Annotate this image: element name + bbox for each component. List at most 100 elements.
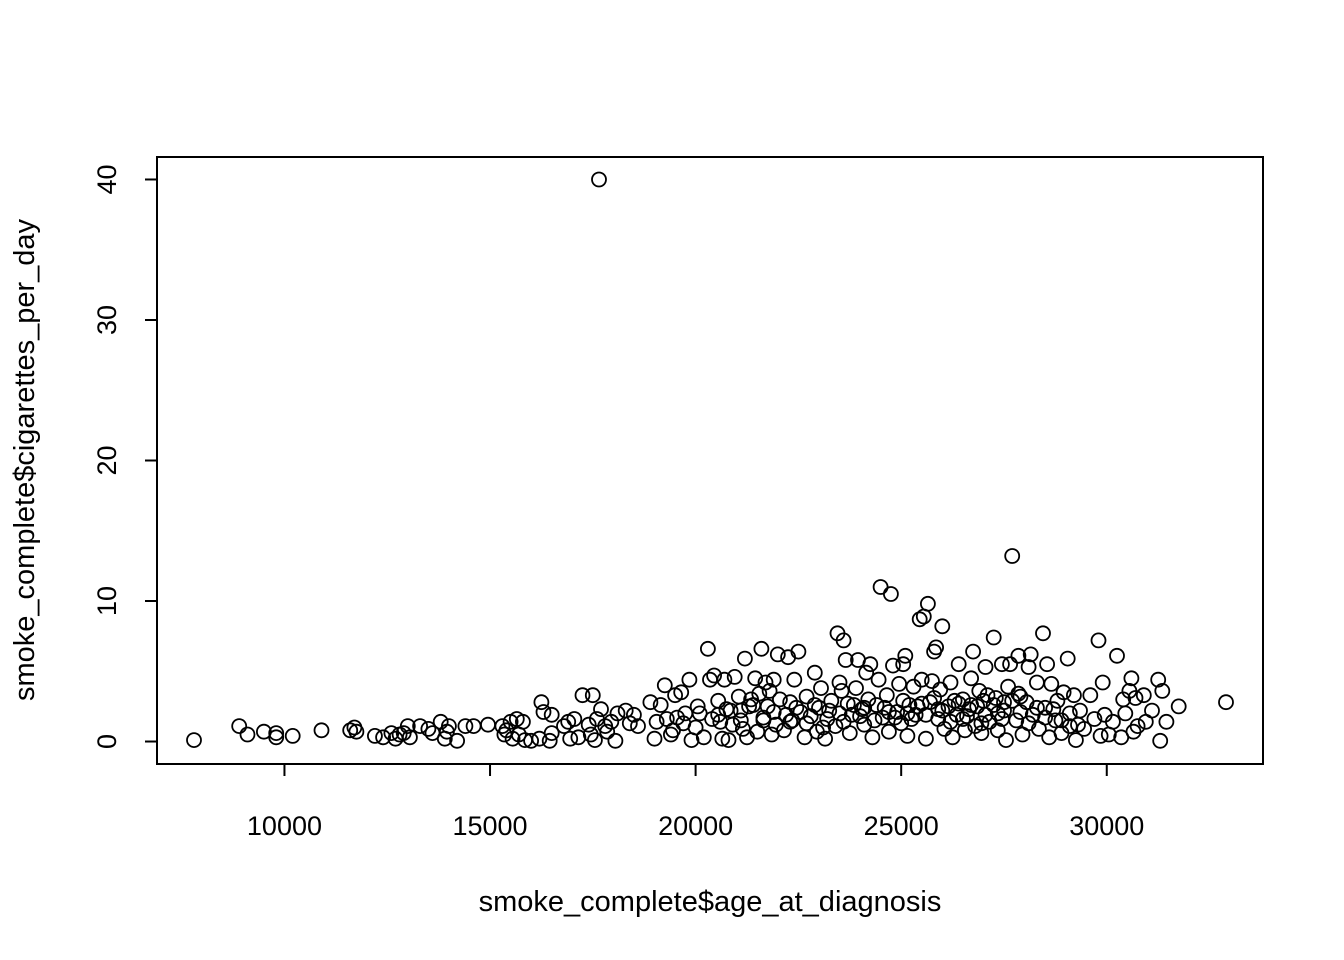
data-point: [918, 730, 934, 747]
data-point: [494, 718, 511, 734]
data-point: [570, 729, 587, 746]
data-point: [541, 732, 558, 749]
data-point: [761, 683, 778, 699]
x-tick-label: 20000: [658, 811, 733, 841]
data-point: [735, 721, 751, 737]
data-point: [412, 718, 429, 734]
data-point: [1010, 685, 1027, 702]
data-point: [284, 728, 301, 744]
data-point: [732, 712, 749, 729]
data-point: [1092, 728, 1109, 744]
data-point: [574, 687, 591, 704]
data-point: [1144, 702, 1160, 719]
data-point: [977, 706, 994, 723]
data-point: [821, 702, 838, 719]
data-point: [881, 723, 897, 740]
data-point: [1127, 690, 1144, 706]
data-point: [652, 697, 669, 713]
data-point: [989, 705, 1006, 722]
data-point: [757, 674, 774, 691]
data-point: [268, 725, 285, 741]
data-point: [523, 732, 539, 749]
data-point: [973, 725, 990, 741]
data-point: [971, 683, 988, 699]
data-point: [1061, 705, 1078, 722]
data-point: [831, 674, 848, 691]
data-point: [1218, 694, 1234, 711]
data-point: [798, 688, 815, 705]
data-point: [591, 171, 607, 188]
data-point: [580, 716, 597, 733]
data-point: [969, 698, 986, 715]
data-point: [753, 640, 770, 657]
data-point: [648, 713, 665, 730]
data-point: [755, 709, 772, 726]
data-point: [1123, 670, 1140, 687]
data-point: [823, 692, 840, 709]
data-point: [920, 595, 936, 612]
data-point: [1109, 647, 1125, 664]
data-point: [1135, 687, 1152, 704]
data-point: [872, 579, 889, 595]
data-point: [788, 699, 805, 716]
data-point: [440, 718, 457, 734]
data-point: [710, 706, 727, 723]
data-point: [881, 704, 897, 720]
data-point: [656, 677, 673, 694]
data-point: [835, 632, 852, 649]
x-tick-label: 30000: [1069, 811, 1144, 841]
data-point: [897, 647, 914, 664]
data-point: [720, 732, 737, 748]
data-point: [1004, 548, 1021, 564]
data-point: [979, 687, 996, 704]
data-point: [994, 656, 1010, 673]
data-point: [1072, 702, 1088, 719]
data-point: [480, 716, 496, 733]
data-point: [1066, 687, 1082, 704]
data-point: [1059, 650, 1076, 667]
data-point: [626, 706, 642, 723]
data-point: [457, 718, 474, 734]
data-point: [870, 671, 887, 688]
data-point: [772, 691, 788, 708]
x-tick-label: 25000: [864, 811, 939, 841]
data-point: [1105, 713, 1121, 730]
data-point: [186, 732, 202, 748]
data-point: [811, 699, 827, 716]
data-point: [687, 719, 704, 736]
data-point: [1022, 646, 1039, 663]
data-point: [432, 713, 449, 730]
data-point: [399, 718, 416, 734]
data-point: [535, 704, 552, 720]
data-point: [1045, 701, 1062, 718]
data-point: [313, 722, 330, 739]
data-point: [767, 716, 784, 733]
y-axis-label: smoke_complete$cigarettes_per_day: [9, 219, 41, 701]
data-point: [987, 690, 1004, 706]
data-point: [1090, 632, 1107, 649]
data-point: [862, 656, 879, 673]
data-point: [543, 725, 560, 741]
data-point: [737, 650, 753, 667]
data-point: [712, 713, 729, 730]
data-point: [1055, 684, 1072, 701]
data-point: [942, 674, 959, 691]
data-point: [566, 711, 583, 727]
data-point: [782, 713, 799, 730]
data-point: [985, 629, 1002, 646]
data-point: [1039, 656, 1055, 673]
data-point: [973, 715, 990, 732]
data-point: [856, 699, 873, 716]
data-point: [876, 699, 893, 716]
data-point: [1012, 704, 1029, 720]
data-point: [1086, 711, 1103, 727]
data-point: [1047, 712, 1064, 729]
data-point: [946, 692, 963, 709]
data-point: [1020, 715, 1037, 732]
data-point: [765, 671, 782, 688]
data-point: [1029, 699, 1045, 716]
data-point: [815, 719, 831, 736]
data-point: [621, 715, 638, 732]
data-point: [911, 611, 928, 628]
data-point: [798, 715, 815, 732]
